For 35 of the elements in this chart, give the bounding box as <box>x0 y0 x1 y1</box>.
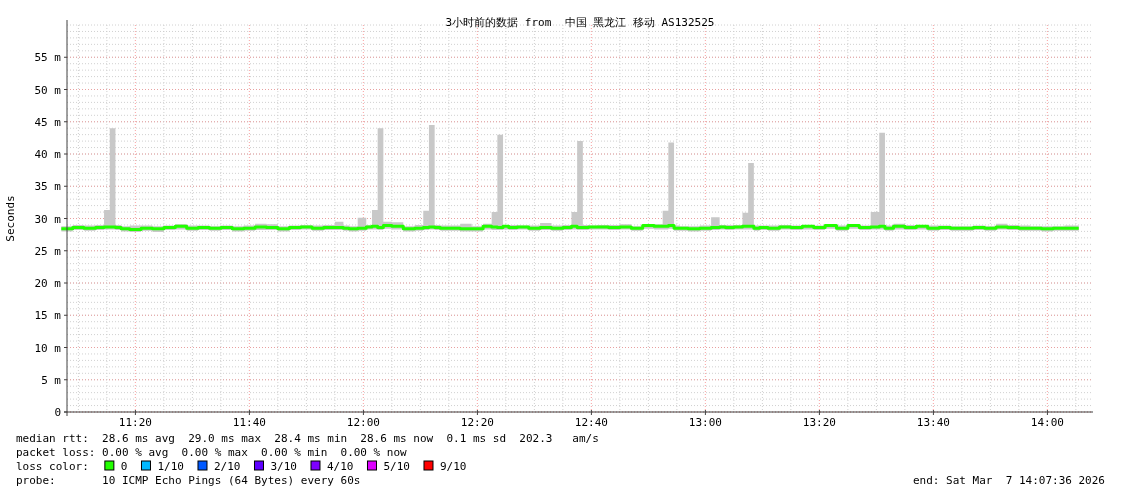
legend-label: 5/10 <box>383 460 410 473</box>
legend-label: 4/10 <box>326 460 354 473</box>
x-tick-label: 11:20 <box>118 416 152 429</box>
legend-label: 1/10 <box>157 460 184 473</box>
x-tick-label: 12:40 <box>574 416 608 429</box>
x-tick-label: 13:00 <box>688 416 722 429</box>
y-tick-label: 15 m <box>34 309 62 323</box>
y-tick-label: 55 m <box>34 51 62 65</box>
y-tick-label: 50 m <box>34 83 62 97</box>
y-tick-label: 20 m <box>34 277 62 290</box>
x-tick-label: 11:40 <box>232 416 266 429</box>
text: probe: 10 ICMP Echo Pings (64 Bytes) every 60s <box>16 474 361 487</box>
y-tick-label: 25 m <box>34 244 62 258</box>
text: median rtt: 28.6 ms avg 29.0 ms max 28.4 ms min 28.6 ms now 0.1 ms sd 202.3 am/s <box>16 432 599 445</box>
legend-label: 9/10 <box>439 460 467 473</box>
x-tick-label: 12:20 <box>460 416 494 429</box>
x-tick-label: 12:00 <box>346 416 380 429</box>
chart-title: 3小时前的数据 from 中国 黑龙江 移动 AS132525 <box>445 16 715 29</box>
y-axis-title: Seconds <box>4 195 17 242</box>
text: packet loss: 0.00 % avg 0.00 % max 0.00 % min 0.00 % now <box>16 446 408 459</box>
y-tick-label: 45 m <box>34 115 62 129</box>
legend-label: 3/10 <box>270 460 297 473</box>
x-tick-label: 13:40 <box>916 416 950 429</box>
y-tick-label: 35 m <box>34 180 62 194</box>
x-tick-label: 14:00 <box>1030 416 1064 429</box>
y-tick-label: 10 m <box>34 341 62 355</box>
legend-title: loss color: <box>16 460 89 473</box>
legend-label: 0 <box>120 460 128 473</box>
legend-label: 2/10 <box>213 460 241 473</box>
text: end: Sat Mar 7 14:07:36 2026 <box>912 474 1105 487</box>
x-tick-label: 13:20 <box>802 416 836 429</box>
y-tick-label: 0 <box>54 406 61 419</box>
y-tick-label: 30 m <box>34 212 62 226</box>
y-tick-label: 40 m <box>34 148 62 161</box>
y-tick-label: 5 m <box>41 373 62 387</box>
